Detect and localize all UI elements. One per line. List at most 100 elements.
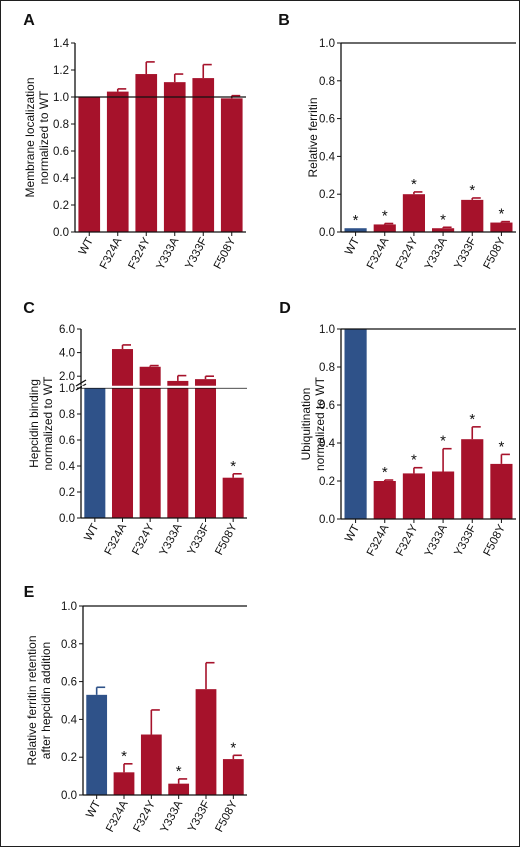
y-tick-label: 0.2: [319, 189, 335, 201]
category-label: Y333A: [155, 235, 182, 271]
y-tick-label: 0.0: [59, 513, 75, 525]
y-tick-label: 0.4: [59, 461, 76, 473]
category-label: WT: [84, 799, 103, 820]
panel-e-letter: E: [24, 584, 35, 601]
y-tick-label: 1.0: [53, 92, 69, 104]
y-tick-label: 0.0: [61, 790, 77, 802]
significance-asterisk: *: [121, 748, 127, 765]
significance-asterisk: *: [353, 212, 359, 229]
category-label: Y333F: [186, 799, 213, 835]
panel-b: B * WT * F324A * F324Y * Y333A * Y333F * F508Y 0.0 0.2…: [278, 12, 516, 272]
y-tick-label: 0.6: [319, 114, 335, 126]
bar: [344, 329, 367, 519]
bar: [432, 471, 455, 519]
bar: [113, 772, 135, 795]
bar: [194, 379, 217, 518]
y-tick-label: 0.8: [59, 409, 75, 421]
panel-c: C WT F324A F324Y Y333A Y333F * F508Y 0.0 0.2 0.4 0.…: [23, 300, 247, 558]
y-tick-label: 0.4: [319, 438, 336, 450]
category-label: F508Y: [213, 521, 240, 557]
axis-break-mark: [75, 383, 87, 391]
bar: [139, 366, 161, 518]
bar: [135, 74, 158, 232]
y-tick-label: 1.0: [319, 38, 335, 50]
y-tick-label: 2.0: [59, 371, 75, 383]
bar: [490, 222, 513, 232]
significance-asterisk: *: [382, 464, 388, 481]
y-tick-label: 0.8: [319, 76, 335, 88]
significance-asterisk: *: [469, 182, 475, 199]
category-label: Y333A: [423, 522, 450, 558]
category-label: F508Y: [213, 798, 240, 834]
bar: [111, 349, 134, 518]
bar: [222, 759, 244, 795]
category-label: Y333F: [183, 236, 210, 272]
y-tick-label: 0.6: [53, 146, 69, 158]
category-label: Y333A: [423, 235, 450, 271]
y-axis-title: normalized to WT: [313, 376, 327, 471]
bar: [84, 388, 106, 518]
y-tick-label: 0.2: [319, 476, 335, 488]
category-label: F508Y: [212, 235, 239, 271]
y-tick-label: 4.0: [59, 348, 75, 360]
category-label: F324Y: [130, 521, 157, 557]
category-label: F324Y: [394, 235, 421, 271]
bar: [220, 98, 243, 232]
category-label: F324A: [104, 798, 131, 834]
y-axis-title: Membrane localization: [23, 77, 37, 197]
y-axis-title: after hepcidin addition: [39, 642, 53, 759]
significance-asterisk: *: [469, 411, 475, 428]
significance-asterisk: *: [230, 458, 236, 475]
panel-c-letter: C: [23, 300, 35, 317]
significance-asterisk: *: [411, 176, 417, 193]
category-label: F324A: [98, 235, 125, 271]
category-label: Y333F: [452, 523, 479, 559]
bar: [167, 380, 189, 518]
category-label: WT: [82, 522, 101, 543]
category-label: Y333F: [452, 236, 479, 272]
y-tick-label: 1.2: [53, 65, 69, 77]
y-tick-label: 0.0: [319, 514, 335, 526]
significance-asterisk: *: [440, 433, 446, 450]
bar: [195, 689, 217, 795]
bar: [168, 783, 190, 795]
category-label: Y333A: [159, 798, 186, 834]
y-axis-title: Relative ferritin retention: [25, 635, 39, 765]
y-axis-title: Hepcidin binding: [27, 379, 41, 468]
significance-asterisk: *: [498, 438, 504, 455]
axis-break-mark: [75, 379, 87, 387]
y-tick-label: 0.0: [319, 227, 335, 239]
panel-d: D WT * F324A * F324Y * Y333A * Y333F * F508Y 0.0 0.2 0…: [279, 300, 516, 559]
y-tick-label: 0.0: [53, 227, 69, 239]
bar: [192, 78, 215, 232]
category-label: F324A: [365, 522, 392, 558]
y-tick-label: 0.2: [59, 487, 75, 499]
bar: [344, 228, 367, 232]
bar: [461, 199, 484, 232]
bar: [106, 91, 129, 232]
y-tick-label: 0.8: [319, 362, 335, 374]
bar: [140, 734, 162, 795]
y-tick-label: 0.4: [61, 714, 78, 726]
category-label: F324A: [103, 521, 130, 557]
y-axis-title: Relative ferritin: [306, 97, 320, 177]
category-label: F508Y: [482, 522, 509, 558]
significance-asterisk: *: [440, 211, 446, 228]
y-tick-label: 1.0: [319, 324, 335, 336]
y-tick-label: 0.2: [53, 200, 69, 212]
y-tick-label: 0.2: [61, 752, 77, 764]
y-tick-label: 6.0: [59, 324, 75, 336]
category-label: WT: [77, 236, 96, 257]
y-tick-label: 1.0: [59, 383, 75, 395]
bar: [402, 473, 425, 519]
y-tick-label: 0.8: [61, 639, 77, 651]
category-label: WT: [343, 236, 362, 257]
panel-b-letter: B: [278, 12, 290, 29]
panel-d-letter: D: [279, 300, 291, 317]
significance-asterisk: *: [176, 763, 182, 780]
y-tick-label: 0.8: [53, 119, 69, 131]
y-axis-title: normalized to WT: [41, 376, 55, 471]
y-tick-label: 0.6: [59, 435, 75, 447]
y-tick-label: 0.4: [53, 173, 70, 185]
